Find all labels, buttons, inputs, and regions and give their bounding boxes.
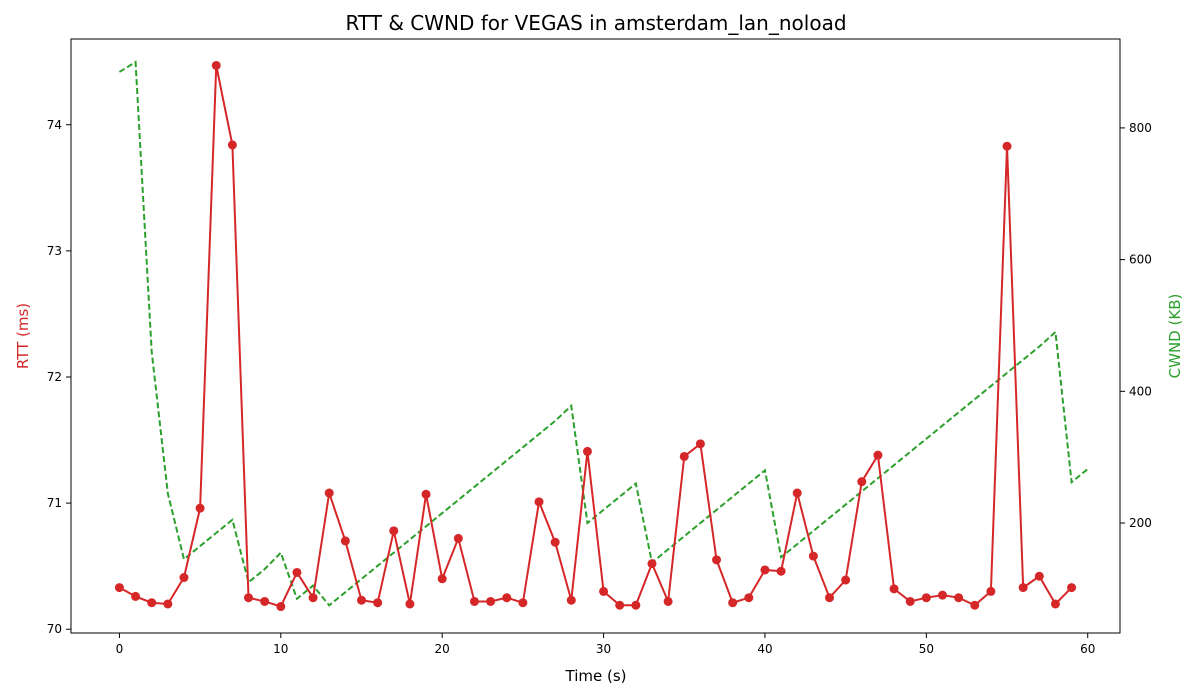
rtt-point <box>518 598 528 608</box>
left-y-tick-label: 70 <box>47 622 62 636</box>
x-axis: 0 10 20 30 40 50 60 <box>116 633 1095 656</box>
x-tick-label: 40 <box>757 642 772 656</box>
rtt-series-line <box>118 65 1073 608</box>
rtt-point <box>373 598 383 608</box>
rtt-point <box>712 555 722 565</box>
right-y-axis-label: CWND (KB) <box>1166 294 1184 379</box>
rtt-point <box>857 477 867 487</box>
cwnd-series-line <box>118 60 1089 607</box>
rtt-point <box>663 596 673 606</box>
rtt-point <box>147 598 157 608</box>
rtt-point <box>227 140 237 150</box>
series-layer <box>114 60 1089 612</box>
x-tick-label: 30 <box>596 642 611 656</box>
x-tick-label: 60 <box>1080 642 1095 656</box>
rtt-point <box>276 602 286 612</box>
rtt-point <box>469 596 479 606</box>
x-tick-label: 20 <box>435 642 450 656</box>
rtt-point <box>211 60 221 70</box>
rtt-point <box>195 503 205 513</box>
chart-title: RTT & CWND for VEGAS in amsterdam_lan_no… <box>345 11 846 35</box>
x-tick-label: 0 <box>116 642 124 656</box>
rtt-point <box>163 599 173 609</box>
x-tick-label: 10 <box>273 642 288 656</box>
rtt-point <box>340 536 350 546</box>
rtt-point <box>502 593 512 603</box>
rtt-point <box>873 450 883 460</box>
left-y-axis-label: RTT (ms) <box>14 303 32 369</box>
rtt-point <box>389 526 399 536</box>
rtt-point <box>566 595 576 605</box>
rtt-point <box>599 586 609 596</box>
rtt-point <box>114 583 124 593</box>
plot-frame <box>70 38 1121 634</box>
rtt-point <box>889 584 899 594</box>
x-axis-label: Time (s) <box>565 667 627 685</box>
rtt-point <box>615 600 625 610</box>
rtt-point <box>647 559 657 569</box>
rtt-point <box>437 574 447 584</box>
rtt-point <box>954 593 964 603</box>
left-y-axis: 70 71 72 73 74 <box>47 118 71 636</box>
rtt-point <box>356 595 366 605</box>
right-y-tick-label: 800 <box>1129 121 1152 135</box>
rtt-point <box>179 573 189 583</box>
rtt-point <box>550 537 560 547</box>
rtt-point <box>921 593 931 603</box>
right-y-tick-label: 200 <box>1129 516 1152 530</box>
rtt-point <box>308 593 318 603</box>
rtt-point <box>728 598 738 608</box>
rtt-point <box>486 596 496 606</box>
rtt-point <box>131 591 141 601</box>
rtt-point <box>679 451 689 461</box>
rtt-point <box>1018 583 1028 593</box>
left-y-tick-label: 74 <box>47 118 62 132</box>
rtt-point <box>744 593 754 603</box>
rtt-point <box>1067 583 1077 593</box>
rtt-point <box>1002 141 1012 151</box>
rtt-point <box>405 599 415 609</box>
rtt-point <box>760 565 770 575</box>
rtt-point <box>453 533 463 543</box>
rtt-point <box>776 566 786 576</box>
rtt-point <box>937 590 947 600</box>
right-y-tick-label: 600 <box>1129 253 1152 267</box>
rtt-point <box>1034 571 1044 581</box>
rtt-point <box>421 489 431 499</box>
x-tick-label: 50 <box>919 642 934 656</box>
rtt-point <box>808 551 818 561</box>
rtt-point <box>244 593 254 603</box>
rtt-point <box>292 567 302 577</box>
rtt-point <box>534 497 544 507</box>
rtt-point <box>695 439 705 449</box>
rtt-point <box>631 600 641 610</box>
right-y-axis: 200 400 600 800 <box>1120 121 1152 530</box>
rtt-point <box>324 488 334 498</box>
right-y-tick-label: 400 <box>1129 384 1152 398</box>
rtt-point <box>970 600 980 610</box>
rtt-point <box>986 586 996 596</box>
rtt-point <box>260 596 270 606</box>
left-y-tick-label: 72 <box>47 370 62 384</box>
rtt-point <box>905 596 915 606</box>
rtt-point <box>582 446 592 456</box>
rtt-point <box>792 488 802 498</box>
left-y-tick-label: 73 <box>47 244 62 258</box>
rtt-point <box>1050 599 1060 609</box>
rtt-point <box>825 593 835 603</box>
rtt-point <box>841 575 851 585</box>
left-y-tick-label: 71 <box>47 496 62 510</box>
